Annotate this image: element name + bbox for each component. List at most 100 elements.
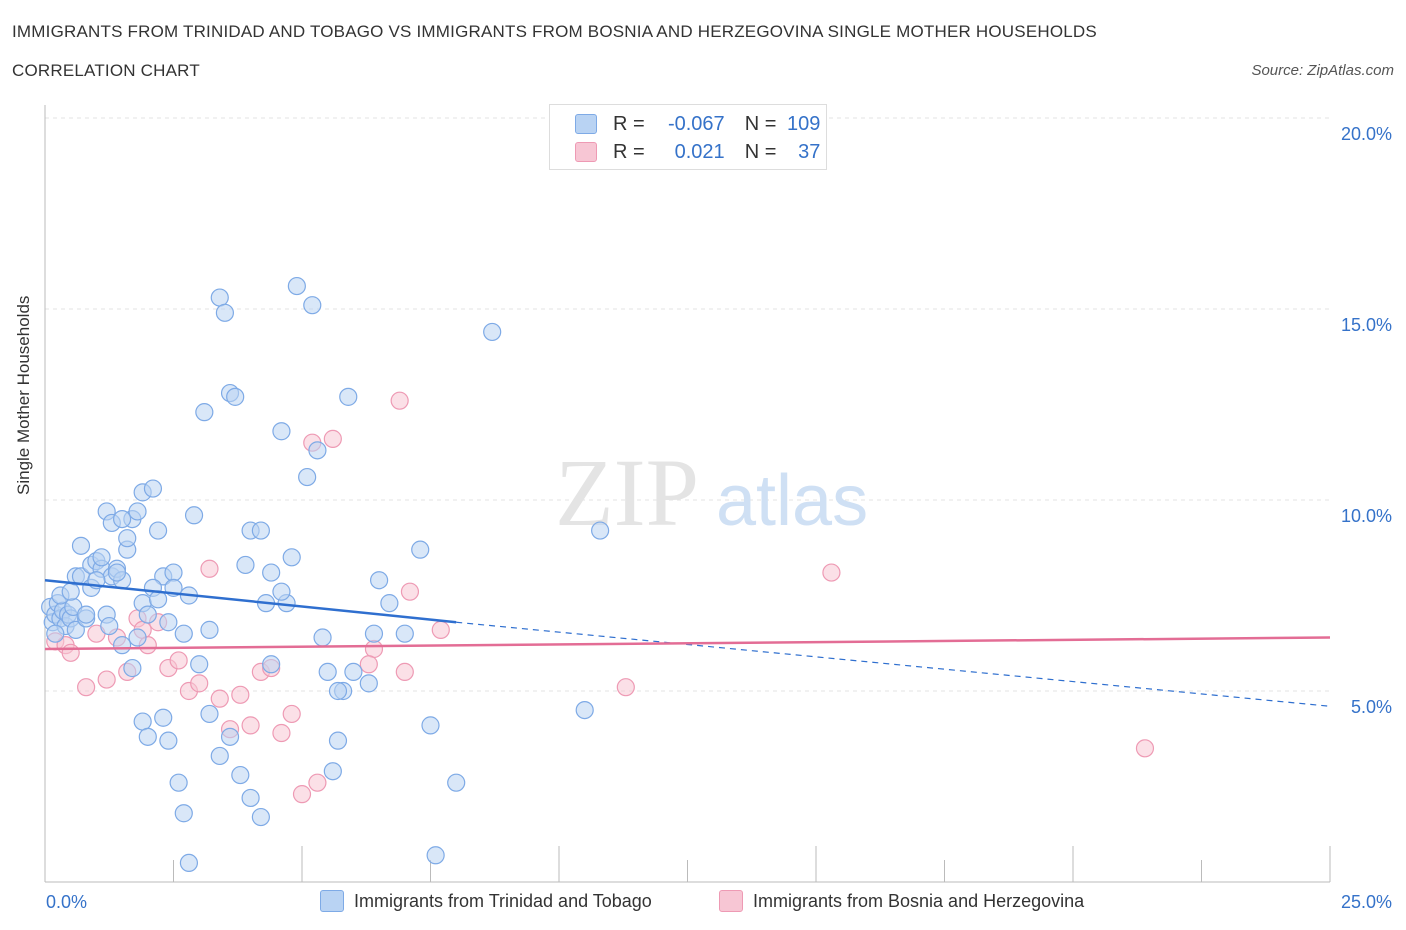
x-tick-label: 0.0% [46,892,87,912]
data-point [138,727,157,746]
data-point [1135,739,1155,758]
data-point [323,429,342,448]
trend-lines [44,578,1331,707]
data-point [169,773,188,792]
data-point [308,773,327,792]
legend-swatch-blue [320,890,344,912]
data-point [190,655,209,674]
data-point [287,276,306,296]
data-point [359,674,378,693]
data-point [298,467,317,487]
data-point [272,422,291,441]
data-point [364,624,384,643]
data-point [272,582,291,601]
data-point [308,441,327,460]
watermark-zip: ZIP [555,439,699,546]
data-point [200,704,219,724]
data-point [292,785,312,804]
data-point [148,521,168,540]
legend-item-bosnia[interactable]: Immigrants from Bosnia and Herzegovina [719,890,1084,912]
data-point [107,563,127,582]
data-point [313,628,332,647]
data-point [169,651,188,670]
data-point [138,605,157,624]
data-point [164,563,183,582]
data-point [179,853,199,873]
data-point [339,387,358,406]
stats-swatch-pink [575,142,597,162]
data-point [241,788,260,808]
data-point [97,670,116,689]
stats-r-label: R = [613,112,645,135]
data-point [195,403,214,422]
data-point [128,628,147,647]
data-point [100,616,119,636]
data-point [262,563,281,582]
data-point [200,620,219,639]
data-point [210,288,229,307]
data-point [241,716,260,735]
data-point [591,521,610,540]
data-point [395,624,414,643]
stats-n-label: N = [744,140,777,163]
data-point [133,712,152,731]
data-point [303,296,322,315]
stats-swatch-blue [575,114,597,134]
data-point [92,548,111,567]
data-point [71,536,91,555]
data-point [154,708,173,727]
data-point [46,624,65,643]
data-point [364,639,384,659]
data-point [231,685,250,704]
data-point [575,700,594,720]
stats-n-label: N = [744,112,777,135]
data-point [220,727,240,746]
data-point [215,303,234,322]
data-point [190,674,209,693]
watermark-atlas: atlas [716,461,868,541]
axes [44,105,1331,883]
data-point [282,548,301,567]
stats-r-value: -0.067 [667,112,725,135]
x-tick-label: 25.0% [1341,892,1392,912]
data-point [344,662,363,682]
data-point [323,762,342,781]
data-point [483,322,502,342]
chart-title: IMMIGRANTS FROM TRINIDAD AND TOBAGO VS I… [12,22,1097,41]
data-point [421,716,440,735]
watermark: ZIP atlas [555,439,868,546]
data-point [159,731,178,750]
data-point [174,804,193,823]
trend-line-bosnia [44,636,1331,651]
stats-box: R = -0.067 N = 109 R = 0.021 N = 37 [549,104,827,170]
series-trinidad-points [41,276,610,873]
stats-r-value: 0.021 [674,140,725,163]
data-point [390,391,409,410]
stats-r-label: R = [613,140,645,163]
data-point [251,521,270,540]
trend-line-trinidad [44,578,457,624]
data-point [251,807,270,827]
data-point [123,658,142,678]
data-point [112,509,132,529]
data-point [66,620,85,639]
stats-n-value: 109 [787,112,821,135]
y-tick-label: 10.0% [1341,506,1392,526]
data-point [210,746,229,766]
data-point [359,655,378,674]
data-point [822,563,841,582]
legend-label: Immigrants from Trinidad and Tobago [354,890,652,911]
data-point [380,594,399,613]
data-point [400,582,420,601]
data-point [184,506,204,525]
data-point [318,662,337,682]
legend-item-trinidad[interactable]: Immigrants from Trinidad and Tobago [320,890,652,912]
data-point [370,571,389,590]
data-point [431,620,450,639]
data-point [272,723,291,743]
chart-subtitle: CORRELATION CHART [12,61,200,80]
data-point [210,689,229,708]
data-point [411,540,430,559]
data-point [226,387,245,406]
